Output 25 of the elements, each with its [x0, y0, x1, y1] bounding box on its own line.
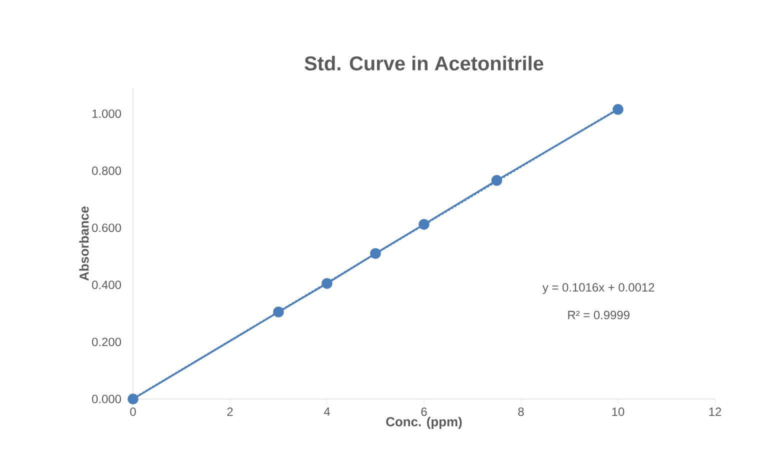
annotation: R² = 0.9999: [568, 310, 630, 320]
x-tick-label: 12: [709, 408, 722, 416]
point: [491, 175, 502, 186]
x-tick-label: 10: [612, 408, 624, 416]
point: [612, 104, 624, 115]
x-axis-title: Conc. (ppm): [386, 416, 462, 429]
y-axis-title: Absorbance: [79, 206, 89, 281]
annotation: y = 0.1016x + 0.0012: [542, 283, 654, 294]
y-tick-label: 0.800: [92, 166, 122, 175]
x-tick-label: 6: [421, 408, 427, 416]
point: [418, 219, 430, 230]
y-tick-label: 0.200: [92, 338, 122, 346]
y-tick-label: 1.000: [92, 109, 122, 118]
point: [273, 306, 284, 318]
point: [322, 278, 332, 289]
x-tick-label: 8: [518, 408, 524, 416]
x-tick-label: 4: [324, 408, 330, 416]
y-tick-label: 0.000: [92, 394, 122, 404]
point: [128, 394, 138, 404]
y-tick-label: 0.600: [92, 224, 122, 232]
x-tick-label: 2: [227, 408, 233, 416]
y-tick-label: 0.400: [92, 280, 122, 290]
chart-title: Std. Curve in Acetonitrile: [304, 56, 544, 70]
x-tick-label: 0: [130, 408, 136, 416]
point: [370, 248, 381, 259]
